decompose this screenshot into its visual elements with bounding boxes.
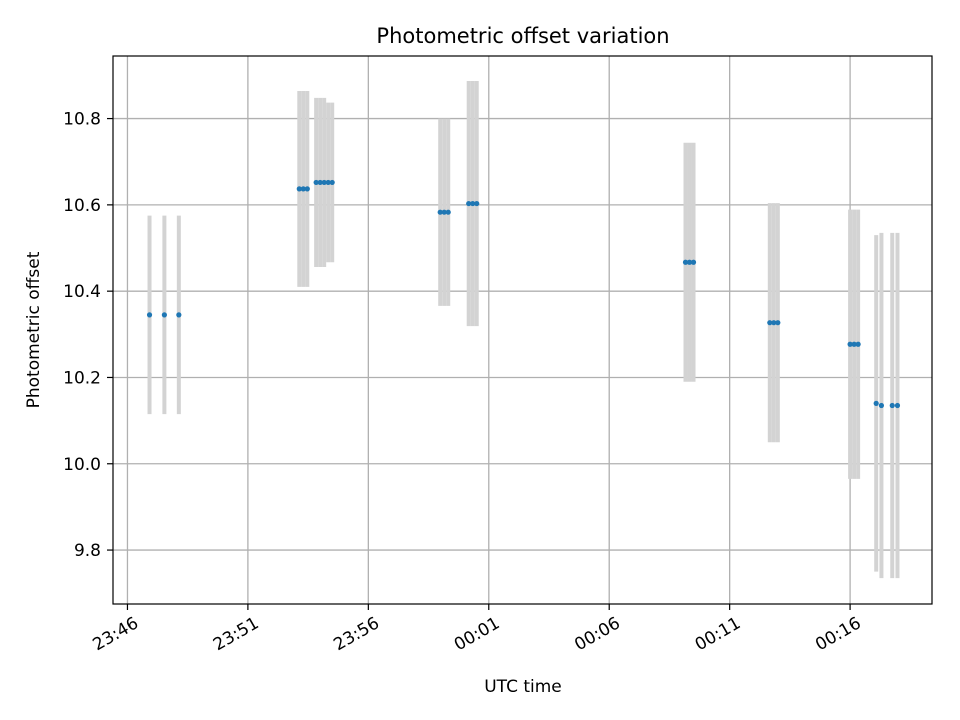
data-point (441, 209, 447, 215)
plot-frame (112, 55, 933, 605)
data-point (317, 179, 323, 186)
data-point (176, 312, 182, 318)
data-point (878, 402, 885, 409)
chart-title: Photometric offset variation (376, 24, 669, 48)
data-point (470, 200, 476, 207)
y-tick-label: 9.8 (74, 541, 101, 561)
data-point (686, 259, 693, 265)
data-point (304, 186, 310, 192)
y-tick-label: 10.8 (63, 110, 101, 130)
data-point (466, 200, 472, 207)
y-tick-label: 10.4 (63, 282, 101, 302)
data-point (894, 402, 901, 409)
data-point (321, 179, 327, 186)
data-point (873, 400, 879, 406)
data-point (690, 259, 697, 265)
data-point (445, 209, 451, 215)
data-point (775, 320, 781, 326)
data-point (329, 179, 335, 186)
y-tick-label: 10.6 (63, 196, 101, 216)
data-point (437, 209, 443, 215)
data-point (851, 341, 857, 347)
data-point (161, 312, 167, 318)
data-point (474, 200, 480, 207)
data-point (847, 341, 853, 347)
data-point (771, 320, 777, 326)
data-point (296, 186, 302, 192)
data-point (855, 341, 861, 347)
y-axis-ticks: 9.8 10.0 10.2 10.4 10.6 10.8 (63, 110, 113, 561)
data-point (767, 320, 773, 326)
data-point (313, 179, 319, 186)
y-tick-label: 10.2 (63, 368, 101, 388)
data-points (146, 179, 901, 409)
grid (113, 56, 932, 604)
data-point (300, 186, 306, 192)
data-point (146, 312, 153, 318)
x-axis-label: UTC time (484, 677, 562, 697)
data-point (325, 179, 331, 186)
data-point (889, 402, 895, 409)
y-axis-label: Photometric offset (24, 251, 44, 408)
data-point (682, 259, 689, 265)
y-tick-label: 10.0 (63, 455, 101, 475)
